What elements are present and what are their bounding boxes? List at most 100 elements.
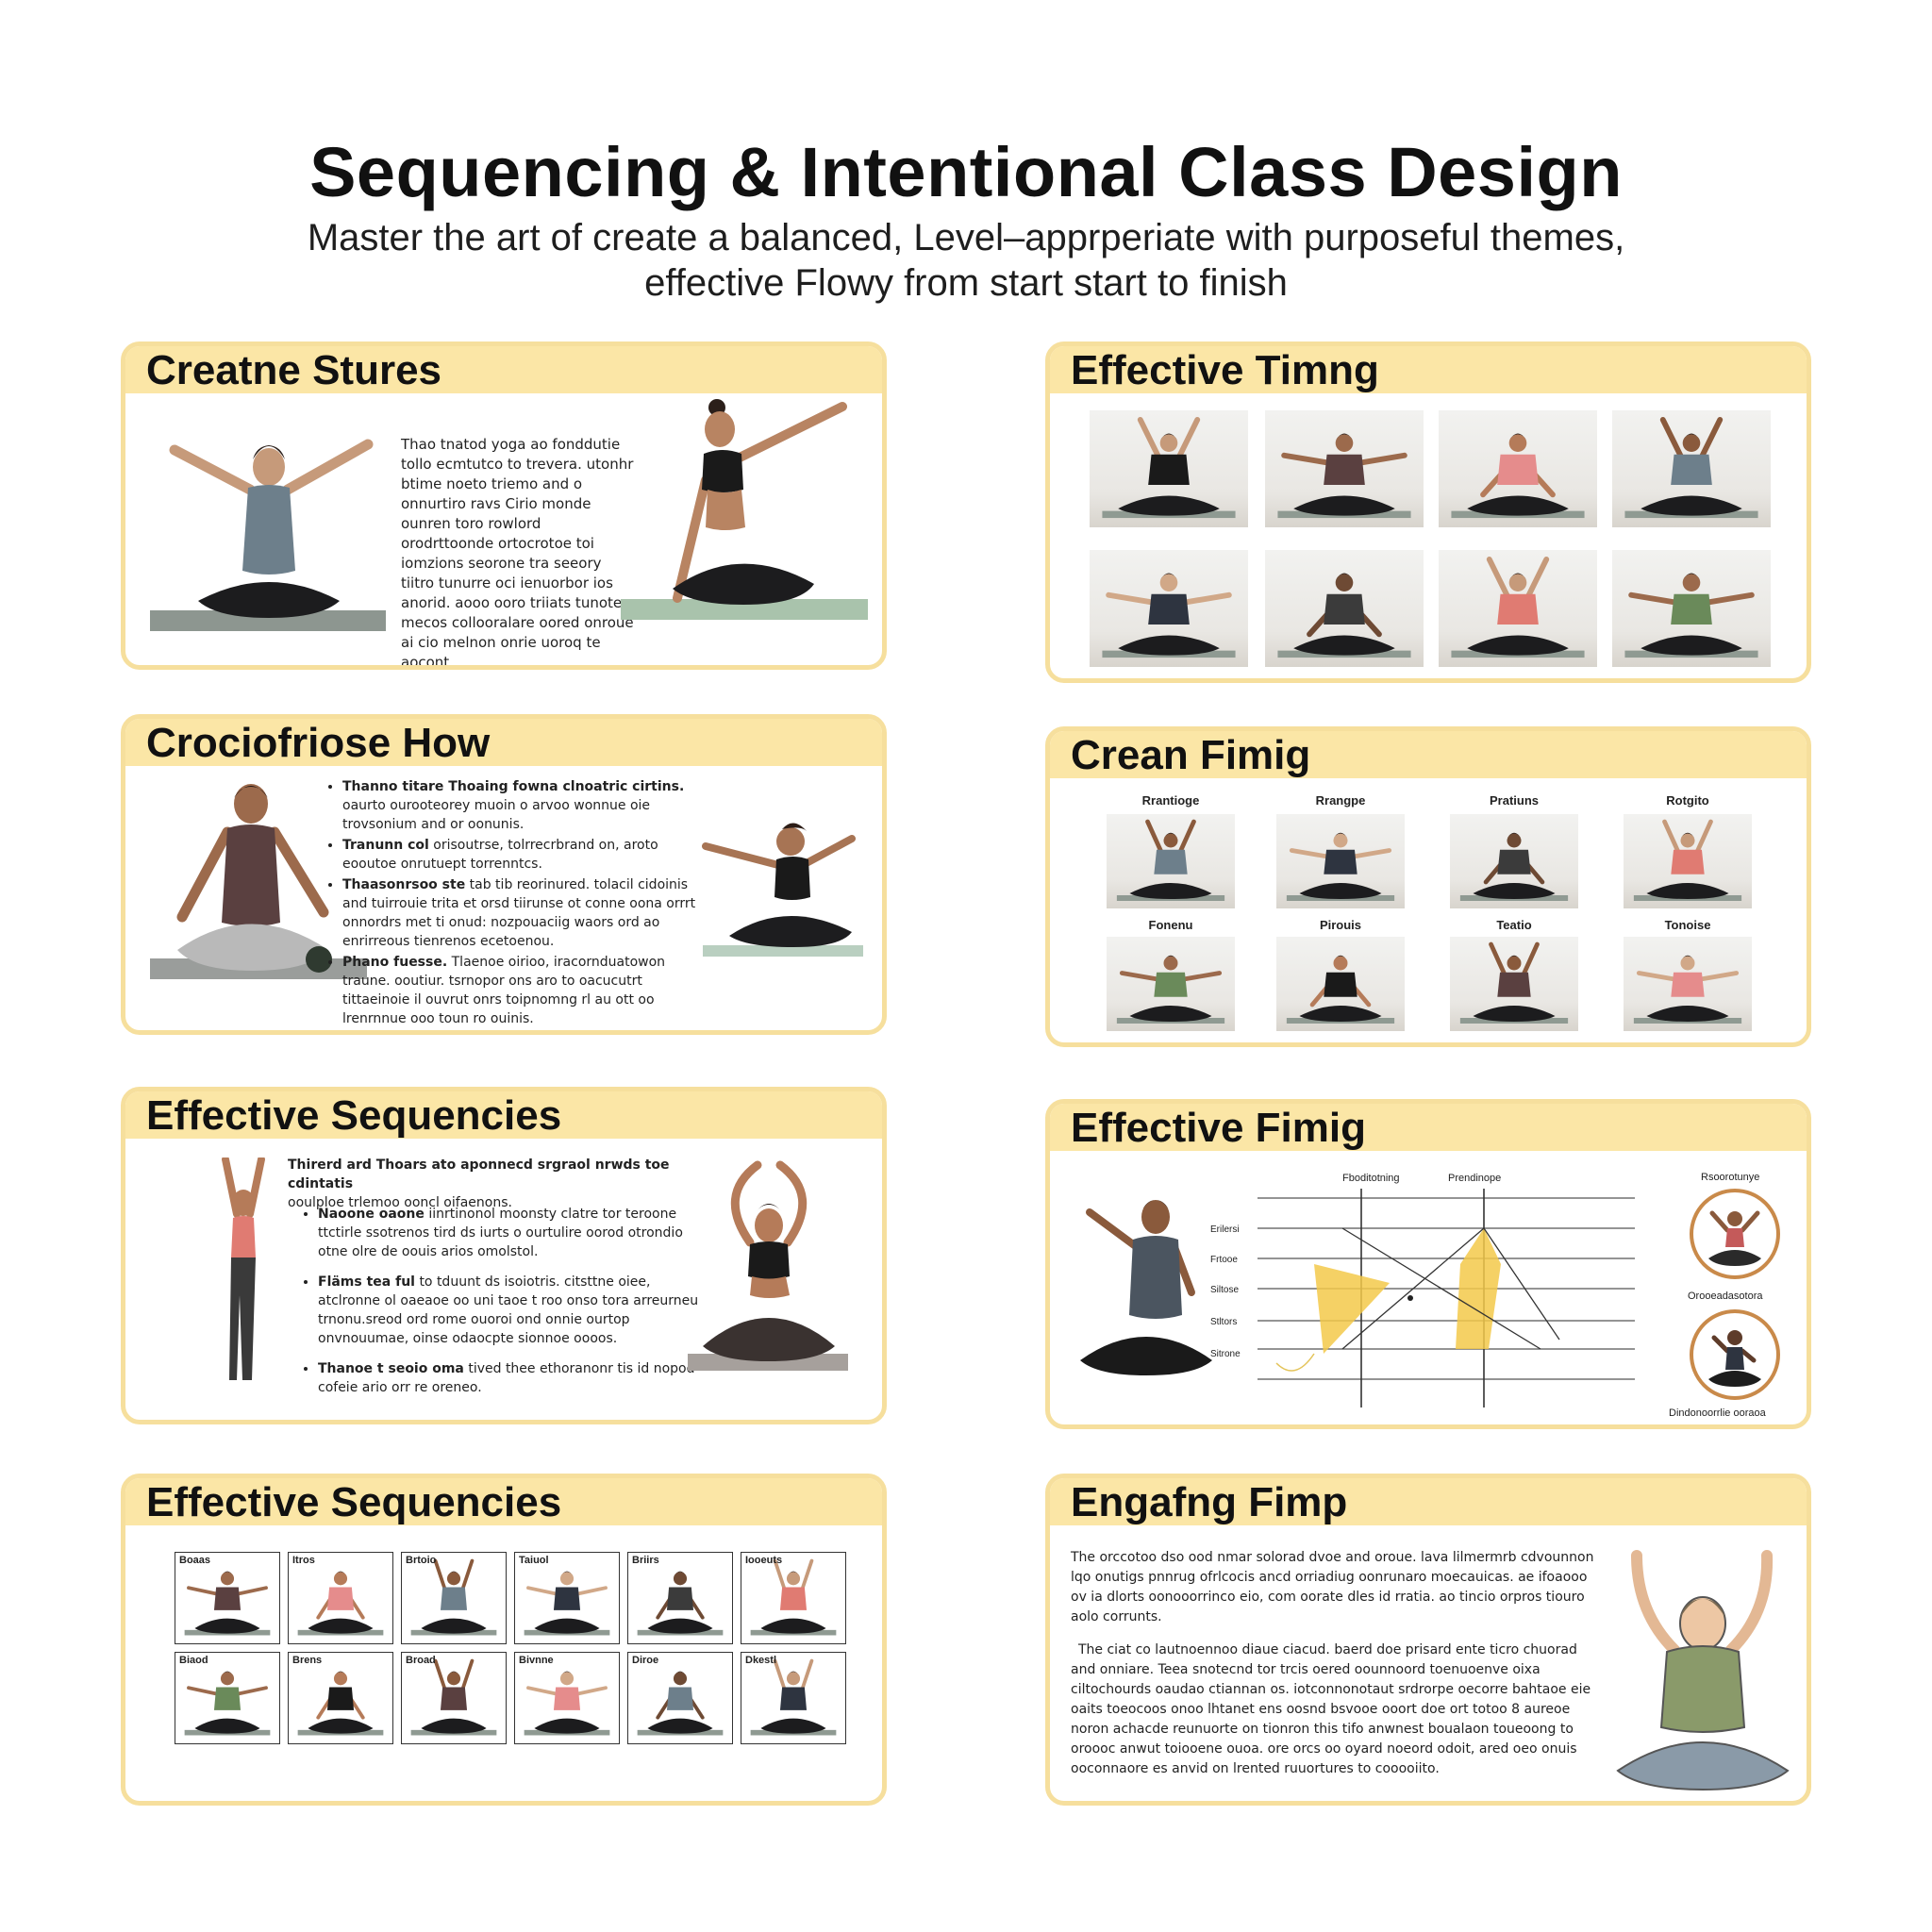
page-subtitle: Master the art of create a balanced, Lev… [0, 215, 1932, 306]
pose-figure [637, 1671, 724, 1736]
pose-photo [1276, 937, 1405, 1031]
card-title: Effective Sequencies [125, 1091, 882, 1139]
subtitle-line-2: effective Flowy from start start to fini… [644, 262, 1288, 304]
pose-label: Teatio [1496, 918, 1532, 932]
pose-frame: Itros [288, 1552, 393, 1644]
yoga-mat [621, 599, 868, 620]
card-title: Crean Fimig [1050, 731, 1807, 778]
pose-photo [1439, 410, 1597, 527]
pose-figure [1286, 955, 1395, 1024]
pose-photo [1450, 937, 1578, 1031]
pose-figure [1102, 573, 1236, 658]
diagram-row-label: Sitrone [1210, 1349, 1241, 1359]
pose-photo [1276, 814, 1405, 908]
card-creatne-stures: Creatne Stures Thao tnatod yoga ao fondd… [121, 341, 887, 670]
pose-label: Iooeuts [745, 1555, 783, 1566]
pose-frame: Biaod [175, 1652, 280, 1744]
pose-frame: Iooeuts [741, 1552, 846, 1644]
pose-figure [410, 1558, 497, 1636]
pose-frame: Bivnne [514, 1652, 620, 1744]
pose-figure [524, 1671, 610, 1736]
flow-diagram: Fboditotning Prendinope Erilersi Frtooe Silt… [1210, 1173, 1635, 1407]
person-seated-arm-extended [702, 823, 856, 947]
person-seated-cross-legged [176, 784, 332, 973]
pose-figure [750, 1558, 837, 1636]
diagram-row-label: Frtooe [1210, 1255, 1238, 1265]
card-bullet-list: Naoone oaone iinrtinonol moonsty clatre … [301, 1205, 700, 1399]
pose-circle-1 [1690, 1189, 1780, 1279]
card-intro-line: Thirerd ard Thoars ato aponnecd srgraol … [288, 1158, 670, 1191]
pose-photo [1450, 814, 1578, 908]
pose-frame: Taiuol [514, 1552, 620, 1644]
card-engafng-fimp: Engafng Fimp The orccotoo dso ood nmar s… [1045, 1474, 1811, 1806]
pose-photo [1107, 814, 1235, 908]
card-paragraph: Thao tnatod yoga ao fonddutie tollo ecmt… [401, 436, 634, 670]
pose-figure [1633, 955, 1742, 1024]
pose-frame: Diroe [627, 1652, 733, 1744]
pose-frame: Briirs [627, 1552, 733, 1644]
pose-figure [1277, 573, 1411, 658]
bullet-item: Phano fuesse. Tlaenoe oirioo, iracorndua… [342, 953, 706, 1028]
pose-photo [1612, 550, 1771, 667]
pose-photo [1107, 937, 1235, 1031]
pose-figure [1459, 941, 1569, 1024]
pose-label: Bivnne [519, 1655, 554, 1666]
pose-photo [1265, 410, 1424, 527]
pose-figure [184, 1671, 271, 1736]
curve-line [1275, 1353, 1315, 1372]
person-seated-gesturing [1080, 1200, 1212, 1375]
diagram-top-label: Fboditotning [1342, 1173, 1400, 1184]
pose-frame: Dkestl [741, 1652, 846, 1744]
pose-figure [184, 1571, 271, 1636]
pose-photo [1265, 550, 1424, 667]
illustrated-person-arms-up [1616, 1550, 1790, 1791]
pose-label: Brtoio [406, 1555, 437, 1566]
pose-label: Pirouis [1319, 918, 1362, 932]
pose-label: Taiuol [519, 1555, 549, 1566]
pose-label: Rotgito [1666, 793, 1709, 808]
bullet-item: Thaasonrsoo ste tab tib reorinured. tola… [342, 875, 706, 951]
card-title: Effective Timng [1050, 346, 1807, 393]
card-effective-timng: Effective Timng [1045, 341, 1811, 683]
diagram-row-label: Erilersi [1210, 1224, 1240, 1235]
node-dot [1407, 1295, 1413, 1301]
pose-figure [1102, 416, 1236, 519]
pose-figure [1451, 556, 1585, 658]
right-bottom-label: Dindonoorrlie ooraoa [1669, 1407, 1766, 1419]
bullet-item: Thanno titare Thoaing fowna clnoatric ci… [342, 777, 706, 834]
card-bullet-list: Thanno titare Thoaing fowna clnoatric ci… [325, 777, 706, 1030]
pose-figure [1624, 416, 1758, 519]
person-seated-arms-raised [169, 439, 374, 618]
highlight-shape [1314, 1264, 1390, 1354]
pose-label: Rrangpe [1315, 793, 1366, 808]
pose-photo [1090, 410, 1248, 527]
page-title: Sequencing & Intentional Class Design [309, 133, 1623, 211]
card-crean-fimig: Crean Fimig Rrantioge Rrangpe Pratiuns R… [1045, 726, 1811, 1047]
pose-figure [750, 1658, 837, 1736]
pose-photo [1090, 550, 1248, 667]
pose-label: Rrantioge [1141, 793, 1200, 808]
pose-figure [1633, 819, 1742, 901]
pose-figure [637, 1571, 724, 1636]
pose-label: Tonoise [1664, 918, 1711, 932]
right-top-label: Rsoorotunye [1701, 1172, 1760, 1183]
card-effective-fimig: Effective Fimig Fboditotning Prendinope Er… [1045, 1099, 1811, 1429]
yoga-mat [688, 1354, 848, 1371]
card-title: Effective Sequencies [125, 1478, 882, 1525]
pose-frame: Brtoio [401, 1552, 507, 1644]
pose-figure [1624, 573, 1758, 658]
pose-label: Broad [406, 1655, 436, 1666]
card-effective-sequencies-2: Effective Sequencies Boaas Itros Brtoio … [121, 1474, 887, 1806]
pose-figure [410, 1658, 497, 1736]
pose-figure [1708, 1210, 1761, 1266]
subtitle-line-1: Master the art of create a balanced, Lev… [307, 217, 1625, 258]
pose-photo [1439, 550, 1597, 667]
card-title: Effective Fimig [1050, 1104, 1807, 1151]
person-seated-side-reach [673, 399, 847, 605]
pose-frame: Broad [401, 1652, 507, 1744]
pose-figure [1708, 1330, 1761, 1387]
pose-figure [1116, 955, 1225, 1024]
card-paragraph-block: The orccotoo dso ood nmar solorad dvoe a… [1071, 1548, 1599, 1792]
pose-label: Brens [292, 1655, 323, 1666]
pose-label: Fonenu [1148, 918, 1193, 932]
